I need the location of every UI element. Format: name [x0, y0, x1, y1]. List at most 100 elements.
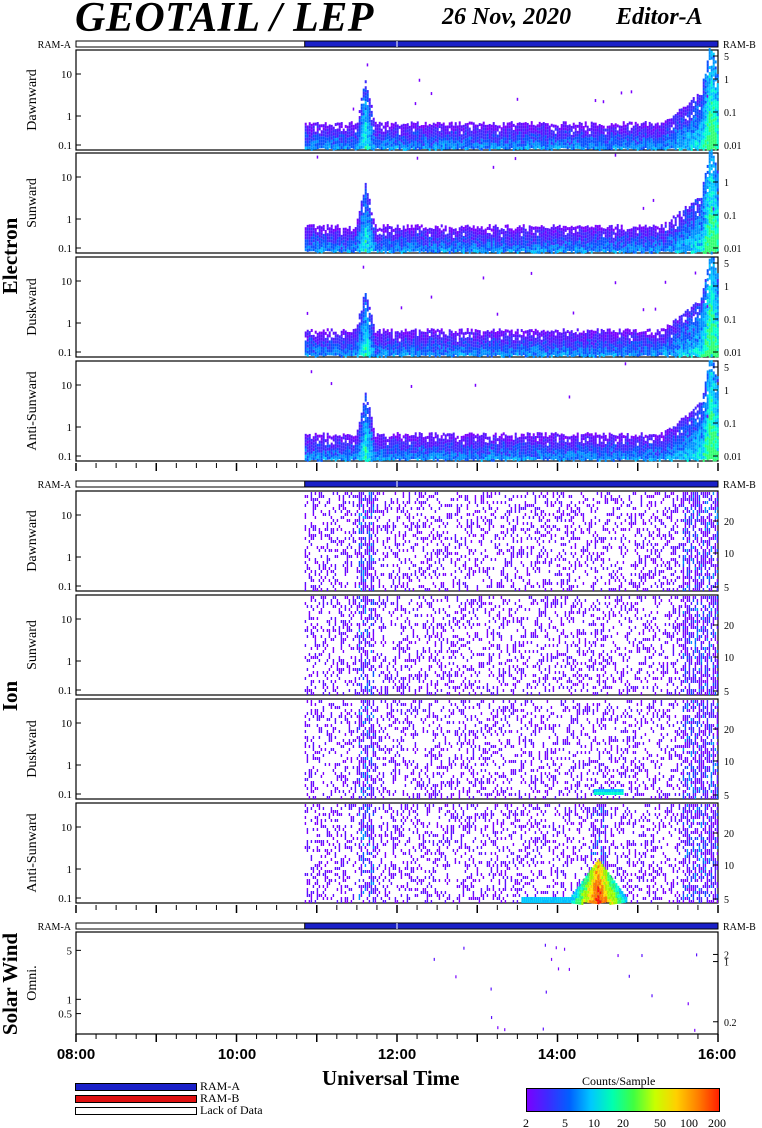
spectrogram-cell	[336, 143, 339, 147]
spectrogram-cell	[460, 249, 463, 253]
spectrogram-cell	[648, 244, 651, 248]
spectrogram-cell	[476, 353, 479, 357]
spectrogram-cell	[480, 144, 483, 148]
spectrogram-cell	[678, 234, 681, 238]
spectrogram-cell	[310, 352, 313, 356]
spectrogram-cell	[304, 143, 307, 147]
spectrogram-cell	[560, 136, 563, 140]
spectrogram-cell	[710, 95, 713, 99]
spectrogram-cell	[582, 226, 585, 230]
spectrogram-cell	[690, 244, 693, 248]
spectrogram-cell	[416, 145, 419, 149]
spectrogram-cell	[710, 80, 713, 84]
spectrogram-cell	[382, 224, 385, 228]
spectrogram-cell	[380, 243, 383, 247]
spectrogram-cell	[564, 225, 567, 229]
spectrogram-cell	[352, 240, 355, 244]
spectrogram-cell	[442, 349, 445, 353]
spectrogram-cell	[462, 247, 465, 251]
spectrogram-cell	[332, 249, 335, 253]
spectrogram-cell	[552, 224, 555, 228]
spectrogram-cell	[484, 243, 487, 247]
spectrogram-cell	[320, 130, 323, 134]
spectrogram-cell	[532, 130, 535, 134]
spectrogram-cell	[454, 131, 457, 135]
spectrogram-cell	[708, 141, 711, 145]
spectrogram-cell	[572, 143, 575, 147]
spectrogram-cell	[306, 239, 309, 243]
spectrogram-cell	[418, 353, 421, 357]
spectrogram-cell	[606, 125, 609, 129]
spectrogram-cell	[370, 119, 373, 123]
spectrogram-cell	[338, 134, 341, 138]
spectrogram-cell	[462, 124, 465, 128]
spectrogram-cell	[708, 193, 711, 197]
spectrogram-cell	[690, 108, 693, 112]
spectrogram-cell	[314, 231, 317, 235]
spectrogram-cell	[526, 249, 529, 253]
spectrogram-cell	[322, 133, 325, 137]
spectrogram-cell	[412, 134, 415, 138]
spectrogram-cell	[480, 335, 483, 339]
spectrogram-cell	[640, 132, 643, 136]
spectrogram-cell	[444, 340, 447, 344]
spectrogram-cell	[568, 248, 571, 252]
spectrogram-cell	[622, 142, 625, 146]
spectrogram-cell	[716, 122, 719, 126]
spectrogram-cell	[500, 228, 503, 232]
spectrogram-cell	[366, 132, 369, 136]
spectrogram-cell	[716, 224, 719, 228]
spectrogram-cell	[496, 137, 499, 141]
spectrogram-cell	[352, 343, 355, 347]
spectrogram-cell	[418, 329, 421, 333]
spectrogram-cell	[526, 122, 529, 126]
spectrogram-cell	[310, 337, 313, 341]
spectrogram-cell	[678, 129, 681, 133]
spectrogram-cell	[338, 242, 341, 246]
spectrogram-cell	[656, 125, 659, 129]
spectrogram-cell	[586, 225, 589, 229]
spectrogram-cell	[542, 229, 545, 233]
spectrogram-cell	[364, 296, 367, 300]
spectrogram-cell	[654, 132, 657, 136]
spectrogram-cell	[364, 338, 367, 342]
spectrogram-cell	[640, 126, 643, 130]
spectrogram-cell	[508, 249, 511, 253]
spectrogram-cell	[564, 127, 567, 131]
spectrogram-cell	[490, 145, 493, 149]
spectrogram-cell	[636, 135, 639, 139]
spectrogram-cell	[350, 121, 353, 125]
spectrogram-cell	[450, 130, 453, 134]
spectrogram-cell	[694, 199, 697, 203]
spectrogram-cell	[716, 86, 719, 90]
spectrogram-cell	[540, 240, 543, 244]
spectrogram-cell	[510, 246, 513, 250]
spectrogram-cell	[390, 334, 393, 338]
spectrogram-cell	[388, 135, 391, 139]
spectrogram-cell	[502, 143, 505, 147]
spectrogram-cell	[572, 140, 575, 144]
spectrogram-cell	[370, 140, 373, 144]
spectrogram-cell	[708, 144, 711, 148]
spectrogram-cell	[634, 235, 637, 239]
spectrogram-cell	[362, 302, 365, 306]
spectrogram-cell	[516, 128, 519, 132]
spectrogram-cell	[594, 224, 597, 228]
spectrogram-cell	[314, 134, 317, 138]
spectrogram-cell	[578, 240, 581, 244]
spectrogram-cell	[514, 234, 517, 238]
spectrogram-cell	[708, 132, 711, 136]
spectrogram-cell	[388, 249, 391, 253]
spectrogram-cell	[346, 346, 349, 350]
spectrogram-cell	[318, 225, 321, 229]
spectrogram-cell	[486, 142, 489, 146]
spectrogram-cell	[362, 94, 365, 98]
spectrogram-cell	[366, 305, 369, 309]
spectrogram-cell	[496, 241, 499, 245]
spectrogram-cell	[514, 140, 517, 144]
spectrogram-cell	[332, 135, 335, 139]
spectrogram-cell	[704, 127, 707, 131]
spectrogram-cell	[360, 248, 363, 252]
spectrogram-cell	[610, 147, 613, 151]
spectrogram-cell	[400, 333, 403, 337]
